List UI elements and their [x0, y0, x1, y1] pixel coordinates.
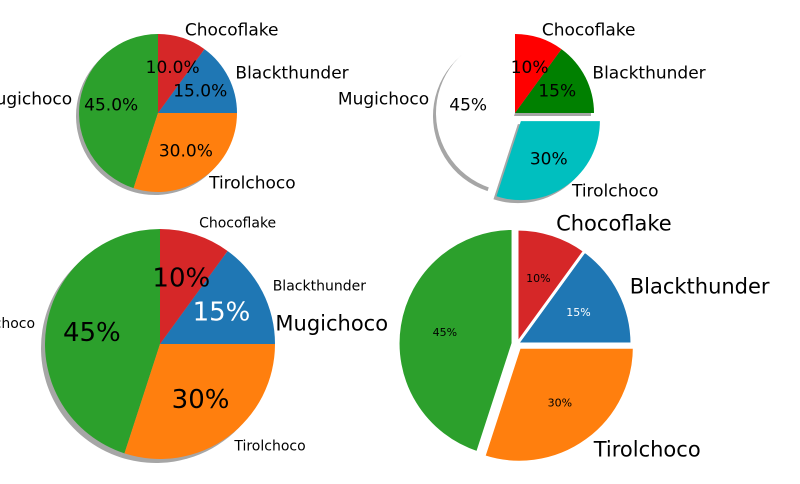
- pct-label-mugichoco: 45%: [449, 96, 487, 116]
- category-label-tirolchoco: Tirolchoco: [571, 181, 659, 201]
- pct-label-tirolchoco: 30%: [172, 385, 230, 415]
- wedge-chocoflake: [515, 227, 587, 346]
- wedge-tirolchoco: [124, 344, 275, 459]
- pct-label-mugichoco: 45%: [433, 326, 457, 339]
- wedge-tirolchoco: [482, 345, 636, 464]
- pct-label-mugichoco: 45.0%: [84, 96, 138, 116]
- pct-label-chocoflake: 10%: [526, 272, 550, 285]
- category-label-mugichoco: Mugichoco: [275, 312, 388, 336]
- wedge-tirolchoco: [133, 113, 237, 192]
- pie-chart-1: 15.0% 10.0% 45.0% 30.0% Blackthunder Chocofla…: [0, 20, 349, 196]
- wedge-mugichoco: [435, 34, 515, 189]
- pct-label-blackthunder: 15%: [566, 306, 590, 319]
- pct-label-blackthunder: 15.0%: [173, 81, 227, 101]
- category-label-tirolchoco: Tirolchoco: [208, 173, 296, 193]
- category-label-mugichoco: Mugichoco: [0, 316, 35, 332]
- category-label-chocoflake: Chocoflake: [185, 20, 279, 40]
- wedge-tirolchoco: [496, 121, 600, 201]
- pct-label-mugichoco: 45%: [63, 318, 121, 348]
- category-label-tirolchoco: Tirolchoco: [233, 438, 305, 454]
- pct-label-chocoflake: 10%: [152, 263, 210, 293]
- category-label-chocoflake: Chocoflake: [556, 212, 672, 236]
- wedge-blackthunder: [158, 49, 237, 113]
- category-label-mugichoco: Mugichoco: [0, 89, 72, 109]
- category-label-blackthunder: Blackthunder: [592, 64, 705, 84]
- pie-chart-3: 15% 10% 45% 30% Blackthunder Chocoflake Mugich…: [0, 216, 366, 463]
- pie-chart-2: 15% 10% 45% 30% Blackthunder Chocoflake Mugich…: [338, 20, 706, 204]
- pie-chart-4: 15% 10% 45% 30% Blackthunder Chocoflake Mugich…: [275, 212, 770, 464]
- wedge-mugichoco: [78, 34, 158, 189]
- category-label-blackthunder: Blackthunder: [235, 64, 348, 84]
- pct-label-chocoflake: 10.0%: [146, 58, 200, 78]
- pct-label-blackthunder: 15%: [538, 81, 576, 101]
- pct-label-tirolchoco: 30.0%: [159, 141, 213, 161]
- category-label-mugichoco: Mugichoco: [338, 89, 429, 109]
- wedge-mugichoco: [396, 226, 515, 455]
- wedge-chocoflake: [515, 34, 562, 113]
- wedge-mugichoco: [45, 229, 160, 454]
- wedge-chocoflake: [158, 34, 205, 113]
- pct-label-tirolchoco: 30%: [548, 397, 572, 410]
- pct-label-chocoflake: 10%: [511, 58, 549, 78]
- category-label-tirolchoco: Tirolchoco: [593, 438, 701, 462]
- pct-label-tirolchoco: 30%: [530, 149, 568, 169]
- wedge-blackthunder: [515, 49, 594, 113]
- category-label-blackthunder: Blackthunder: [630, 275, 770, 299]
- wedge-blackthunder: [515, 249, 634, 346]
- category-label-blackthunder: Blackthunder: [273, 279, 366, 295]
- category-label-chocoflake: Chocoflake: [199, 216, 276, 232]
- category-label-chocoflake: Chocoflake: [542, 20, 636, 40]
- wedge-blackthunder: [160, 250, 275, 344]
- wedge-chocoflake: [160, 229, 228, 344]
- pct-label-blackthunder: 15%: [193, 298, 251, 328]
